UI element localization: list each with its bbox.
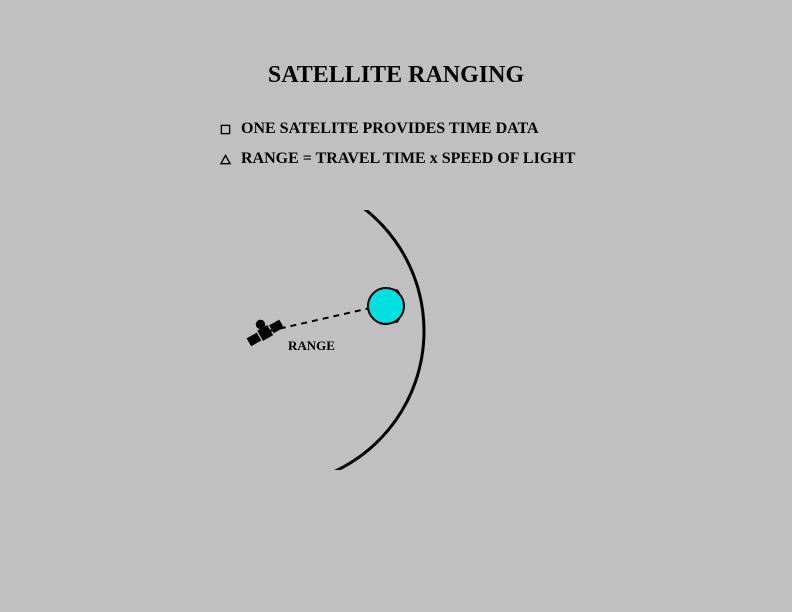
page-title: SATELLITE RANGING [0,62,792,89]
range-diagram-svg [200,210,600,470]
bullet-text: RANGE = TRAVEL TIME x SPEED OF LIGHT [241,150,575,168]
bullet-item: RANGE = TRAVEL TIME x SPEED OF LIGHT [220,150,575,168]
bullet-list: ONE SATELITE PROVIDES TIME DATA RANGE = … [220,120,575,180]
range-label: RANGE [288,338,335,354]
satellite-icon [242,311,285,347]
slide-number: 7A [0,564,792,582]
planet-icon [368,288,404,324]
triangle-bullet-icon [220,154,231,165]
bullet-text: ONE SATELITE PROVIDES TIME DATA [241,120,539,138]
bullet-item: ONE SATELITE PROVIDES TIME DATA [220,120,575,138]
square-bullet-icon [220,124,231,135]
range-diagram: RANGE [200,210,600,470]
